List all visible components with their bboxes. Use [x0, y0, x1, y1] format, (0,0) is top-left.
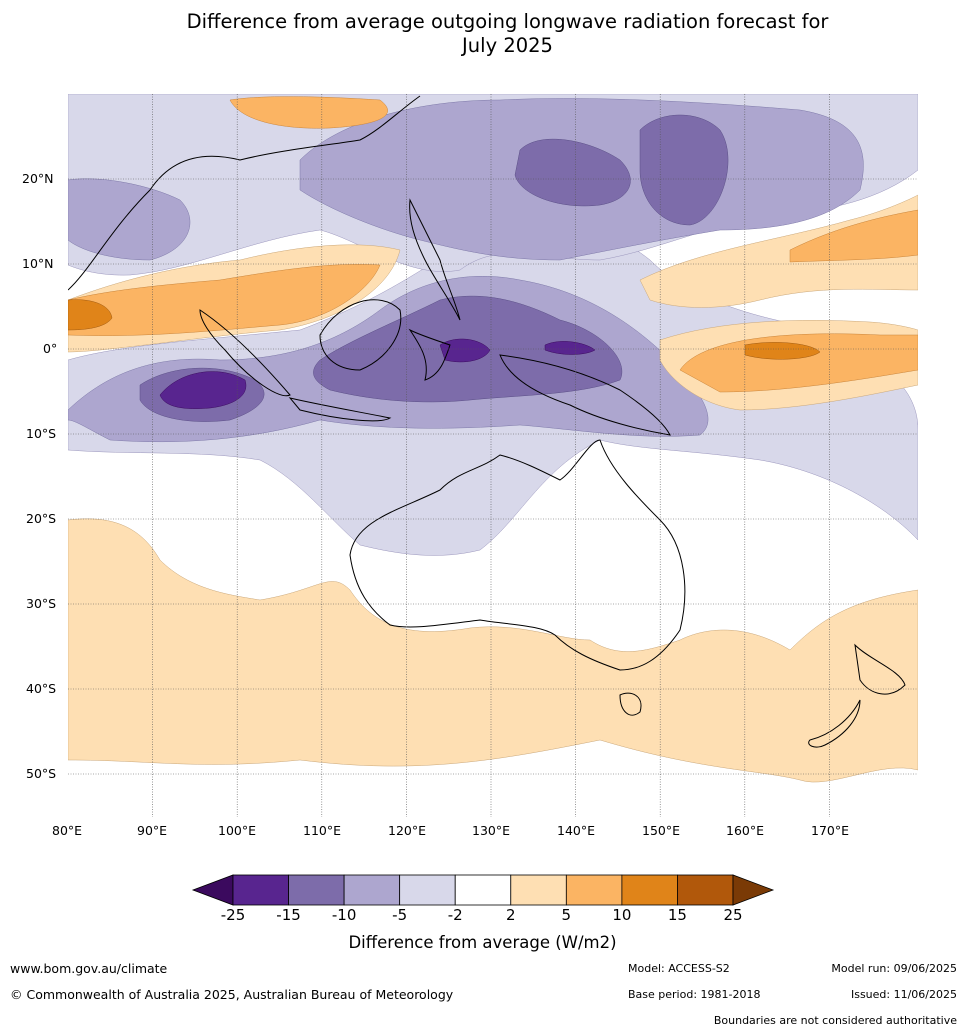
- colorbar-tick-label: 10: [612, 906, 632, 924]
- footer-website[interactable]: www.bom.gov.au/climate: [10, 961, 168, 976]
- anomaly-north-positive-medium: [68, 96, 918, 393]
- lat-label-40s: 40°S: [26, 681, 57, 696]
- colorbar-tick-label: 25: [723, 906, 743, 924]
- coastline-new-guinea: [499, 354, 671, 436]
- coastline-sulawesi: [408, 328, 451, 381]
- lon-label-130e: 130°E: [472, 823, 511, 838]
- colorbar-tick-label: 15: [667, 906, 687, 924]
- coastline-philippines: [409, 198, 461, 321]
- colorbar-tick-label: -5: [392, 906, 408, 924]
- footer-copyright: © Commonwealth of Australia 2025, Austra…: [10, 987, 454, 1002]
- coastline-australia: [349, 439, 686, 671]
- lon-label-80e: 80°E: [52, 823, 83, 838]
- anomaly-tropical-negative-darkest: [159, 338, 596, 409]
- anomaly-south-positive: [68, 518, 918, 783]
- colorbar-label: Difference from average (W/m2): [348, 933, 617, 952]
- lon-label-170e: 170°E: [811, 823, 850, 838]
- colorbar-tick-label: -2: [447, 906, 463, 924]
- lon-label-150e: 150°E: [642, 823, 681, 838]
- lon-label-110e: 110°E: [303, 823, 342, 838]
- lon-label-160e: 160°E: [726, 823, 765, 838]
- lat-label-20n: 20°N: [22, 171, 54, 186]
- lon-label-120e: 120°E: [388, 823, 427, 838]
- graticule: [68, 94, 918, 817]
- footer-model: Model: ACCESS-S2: [628, 962, 730, 975]
- title-line-2: July 2025: [462, 34, 553, 57]
- coastline-asia-mainland: [68, 95, 421, 291]
- footer-model-run: Model run: 09/06/2025: [831, 962, 957, 975]
- footer-disclaimer: Boundaries are not considered authoritat…: [713, 1014, 957, 1027]
- lat-label-10s: 10°S: [26, 426, 57, 441]
- footer-base-period: Base period: 1981-2018: [628, 988, 761, 1001]
- lat-label-20s: 20°S: [26, 511, 57, 526]
- colorbar-tick-label: -10: [331, 906, 357, 924]
- anomaly-tropical-negative-strong: [139, 295, 623, 422]
- coastline-new-zealand-south: [808, 699, 861, 748]
- coastline-new-zealand-north: [854, 643, 906, 695]
- lon-label-140e: 140°E: [557, 823, 596, 838]
- lon-label-100e: 100°E: [218, 823, 257, 838]
- colorbar-tick-label: 2: [505, 906, 516, 924]
- title-line-1: Difference from average outgoing longwav…: [186, 10, 829, 33]
- lat-label-50s: 50°S: [26, 766, 57, 781]
- coastline-borneo: [319, 299, 402, 371]
- map-title: Difference from average outgoing longwav…: [0, 10, 965, 58]
- map-panel: [68, 94, 918, 817]
- lat-label-10n: 10°N: [22, 256, 54, 271]
- coastlines: [68, 95, 906, 748]
- anomaly-north-positive-strong: [68, 299, 821, 360]
- footer-issued: Issued: 11/06/2025: [850, 988, 957, 1001]
- lon-label-90e: 90°E: [137, 823, 168, 838]
- colorbar-tick-label: -15: [276, 906, 301, 924]
- coastline-tasmania: [619, 692, 642, 716]
- anomaly-north-negative-strong: [514, 114, 729, 226]
- map-svg: [68, 94, 918, 817]
- anomaly-field: [68, 94, 918, 783]
- coastline-java: [288, 397, 392, 422]
- colorbar-tick-label: -25: [220, 906, 246, 924]
- colorbar-tick-label: 5: [561, 906, 572, 924]
- lat-label-0: 0°: [43, 341, 58, 356]
- lat-label-30s: 30°S: [26, 596, 57, 611]
